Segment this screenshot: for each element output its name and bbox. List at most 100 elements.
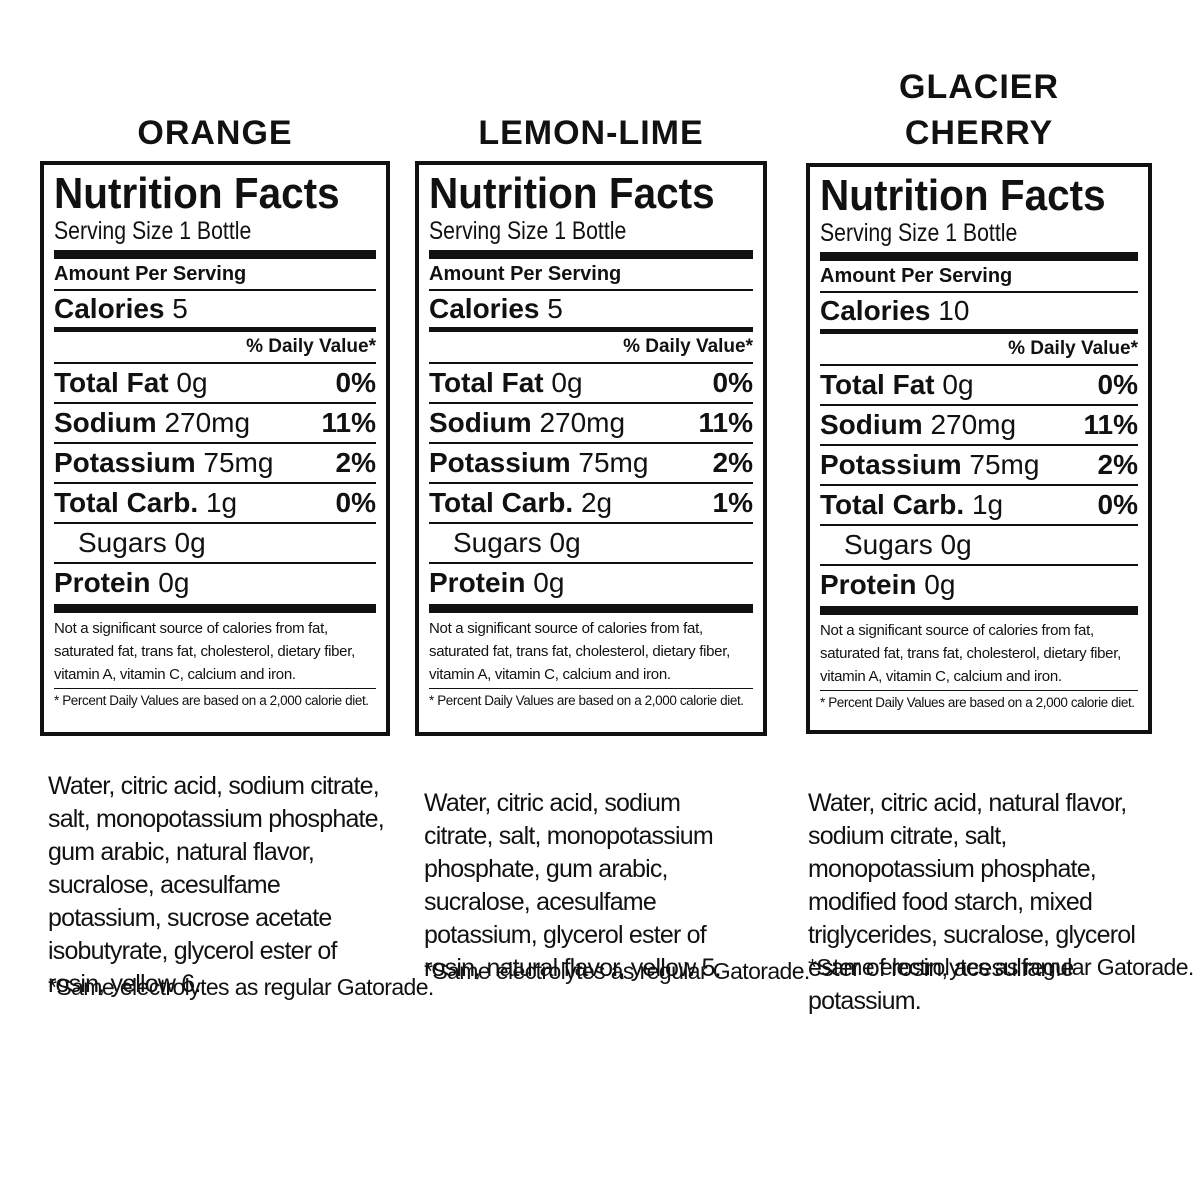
nutrition-facts-panel: Nutrition Facts Serving Size 1 Bottle Am… xyxy=(415,161,767,736)
nutrient-amount: 75mg xyxy=(203,447,274,478)
flavor-title: GLACIER CHERRY xyxy=(899,68,1059,152)
serving-size: Serving Size 1 Bottle xyxy=(429,217,627,245)
calories-row: Calories 10 xyxy=(820,293,1138,329)
nutrition-facts-panel: Nutrition Facts Serving Size 1 Bottle Am… xyxy=(40,161,390,736)
divider xyxy=(54,327,376,332)
nutrient-row: Protein 0g xyxy=(429,564,753,602)
nutrient-amount: 270mg xyxy=(930,409,1017,440)
nutrient-amount: 75mg xyxy=(578,447,649,478)
nutrition-facts-heading: Nutrition Facts xyxy=(429,169,715,218)
nutrient-row: Sodium 270mg 11% xyxy=(429,404,753,444)
calories-value: 5 xyxy=(172,293,188,324)
nutrient-row: Sugars 0g xyxy=(54,524,376,564)
nutrient-row: Sugars 0g xyxy=(429,524,753,564)
amount-per-serving: Amount Per Serving xyxy=(54,259,376,291)
nutrient-name: Total Carb. xyxy=(820,489,965,520)
ingredients-text: Water, citric acid, natural flavor, sodi… xyxy=(808,789,1136,1015)
nutrient-amount: 270mg xyxy=(539,407,626,438)
nutrient-amount: 0g xyxy=(924,569,956,600)
footnote: Not a significant source of calories fro… xyxy=(429,613,753,689)
nutrient-row: Potassium 75mg 2% xyxy=(429,444,753,484)
nutrient-row: Total Carb. 1g 0% xyxy=(54,484,376,524)
nutrition-facts-heading: Nutrition Facts xyxy=(820,171,1106,220)
nutrient-row: Potassium 75mg 2% xyxy=(54,444,376,484)
nutrient-amount: 0g xyxy=(551,367,583,398)
divider xyxy=(429,250,753,259)
divider xyxy=(54,604,376,613)
electrolytes-note: *Same electrolytes as regular Gatorade. xyxy=(808,954,1194,980)
divider xyxy=(429,327,753,332)
footnote: Not a significant source of calories fro… xyxy=(54,613,376,689)
nutrient-daily-value: 2% xyxy=(712,447,753,478)
calories-row: Calories 5 xyxy=(429,291,753,327)
divider xyxy=(820,329,1138,334)
nutrient-amount: 1g xyxy=(971,489,1004,520)
nutrient-amount: 0g xyxy=(940,529,972,560)
nutrient-daily-value: 0% xyxy=(712,367,753,398)
nutrient-name: Sugars xyxy=(844,529,933,560)
nutrient-daily-value: 0% xyxy=(1097,489,1138,520)
nutrient-name: Potassium xyxy=(429,447,571,478)
nutrient-row: Total Carb. 2g 1% xyxy=(429,484,753,524)
nutrient-row: Protein 0g xyxy=(54,564,376,602)
nutrient-amount: 0g xyxy=(549,527,581,558)
nutrient-daily-value: 2% xyxy=(1097,449,1138,480)
nutrient-name: Total Fat xyxy=(54,367,169,398)
nutrient-daily-value: 2% xyxy=(335,447,376,478)
calories-value: 10 xyxy=(938,295,970,326)
nutrient-name: Total Fat xyxy=(429,367,544,398)
ingredients-text: Water, citric acid, sodium citrate, salt… xyxy=(424,789,722,982)
nutrient-row: Potassium 75mg 2% xyxy=(820,446,1138,486)
nutrient-name: Total Carb. xyxy=(54,487,199,518)
nutrient-amount: 0g xyxy=(942,369,974,400)
nutrient-daily-value: 11% xyxy=(321,407,377,438)
nutrient-row: Total Fat 0g 0% xyxy=(429,364,753,404)
nutrient-name: Total Fat xyxy=(820,369,935,400)
nutrient-amount: 0g xyxy=(158,567,190,598)
nutrient-name: Total Carb. xyxy=(429,487,574,518)
amount-per-serving: Amount Per Serving xyxy=(429,259,753,291)
nutrient-row: Total Carb. 1g 0% xyxy=(820,486,1138,526)
nutrient-row: Total Fat 0g 0% xyxy=(820,366,1138,406)
daily-value-header: % Daily Value* xyxy=(54,332,376,364)
nutrient-daily-value: 11% xyxy=(698,407,754,438)
nutrient-name: Sugars xyxy=(78,527,167,558)
divider xyxy=(429,604,753,613)
calories-row: Calories 5 xyxy=(54,291,376,327)
nutrient-row: Total Fat 0g 0% xyxy=(54,364,376,404)
electrolytes-note: *Same electrolytes as regular Gatorade. xyxy=(424,958,810,984)
electrolytes-note: *Same electrolytes as regular Gatorade. xyxy=(48,974,434,1000)
amount-per-serving: Amount Per Serving xyxy=(820,261,1138,293)
nutrient-amount: 0g xyxy=(533,567,565,598)
divider xyxy=(54,250,376,259)
nutrient-amount: 75mg xyxy=(969,449,1040,480)
calories-label: Calories xyxy=(820,295,931,326)
nutrient-daily-value: 11% xyxy=(1083,409,1139,440)
nutrient-daily-value: 0% xyxy=(335,367,376,398)
nutrient-amount: 2g xyxy=(580,487,613,518)
flavor-title: ORANGE xyxy=(137,114,293,152)
serving-size: Serving Size 1 Bottle xyxy=(54,217,252,245)
nutrient-amount: 270mg xyxy=(164,407,251,438)
nutrient-name: Protein xyxy=(54,567,151,598)
nutrient-row: Sugars 0g xyxy=(820,526,1138,566)
nutrient-row: Sodium 270mg 11% xyxy=(820,406,1138,446)
daily-value-header: % Daily Value* xyxy=(429,332,753,364)
nutrition-facts-panel: Nutrition Facts Serving Size 1 Bottle Am… xyxy=(806,163,1152,734)
nutrient-daily-value: 0% xyxy=(335,487,376,518)
nutrient-name: Protein xyxy=(429,567,526,598)
divider xyxy=(820,606,1138,615)
nutrition-facts-heading: Nutrition Facts xyxy=(54,169,340,218)
nutrient-row: Protein 0g xyxy=(820,566,1138,604)
nutrient-row: Sodium 270mg 11% xyxy=(54,404,376,444)
daily-value-note: * Percent Daily Values are based on a 2,… xyxy=(820,695,1135,710)
nutrient-name: Potassium xyxy=(820,449,962,480)
nutrient-name: Sodium xyxy=(820,409,923,440)
nutrient-daily-value: 0% xyxy=(1097,369,1138,400)
daily-value-note: * Percent Daily Values are based on a 2,… xyxy=(54,693,369,708)
nutrient-name: Sugars xyxy=(453,527,542,558)
nutrient-name: Potassium xyxy=(54,447,196,478)
calories-label: Calories xyxy=(429,293,540,324)
ingredients-text: Water, citric acid, sodium citrate, salt… xyxy=(48,772,385,998)
divider xyxy=(820,252,1138,261)
